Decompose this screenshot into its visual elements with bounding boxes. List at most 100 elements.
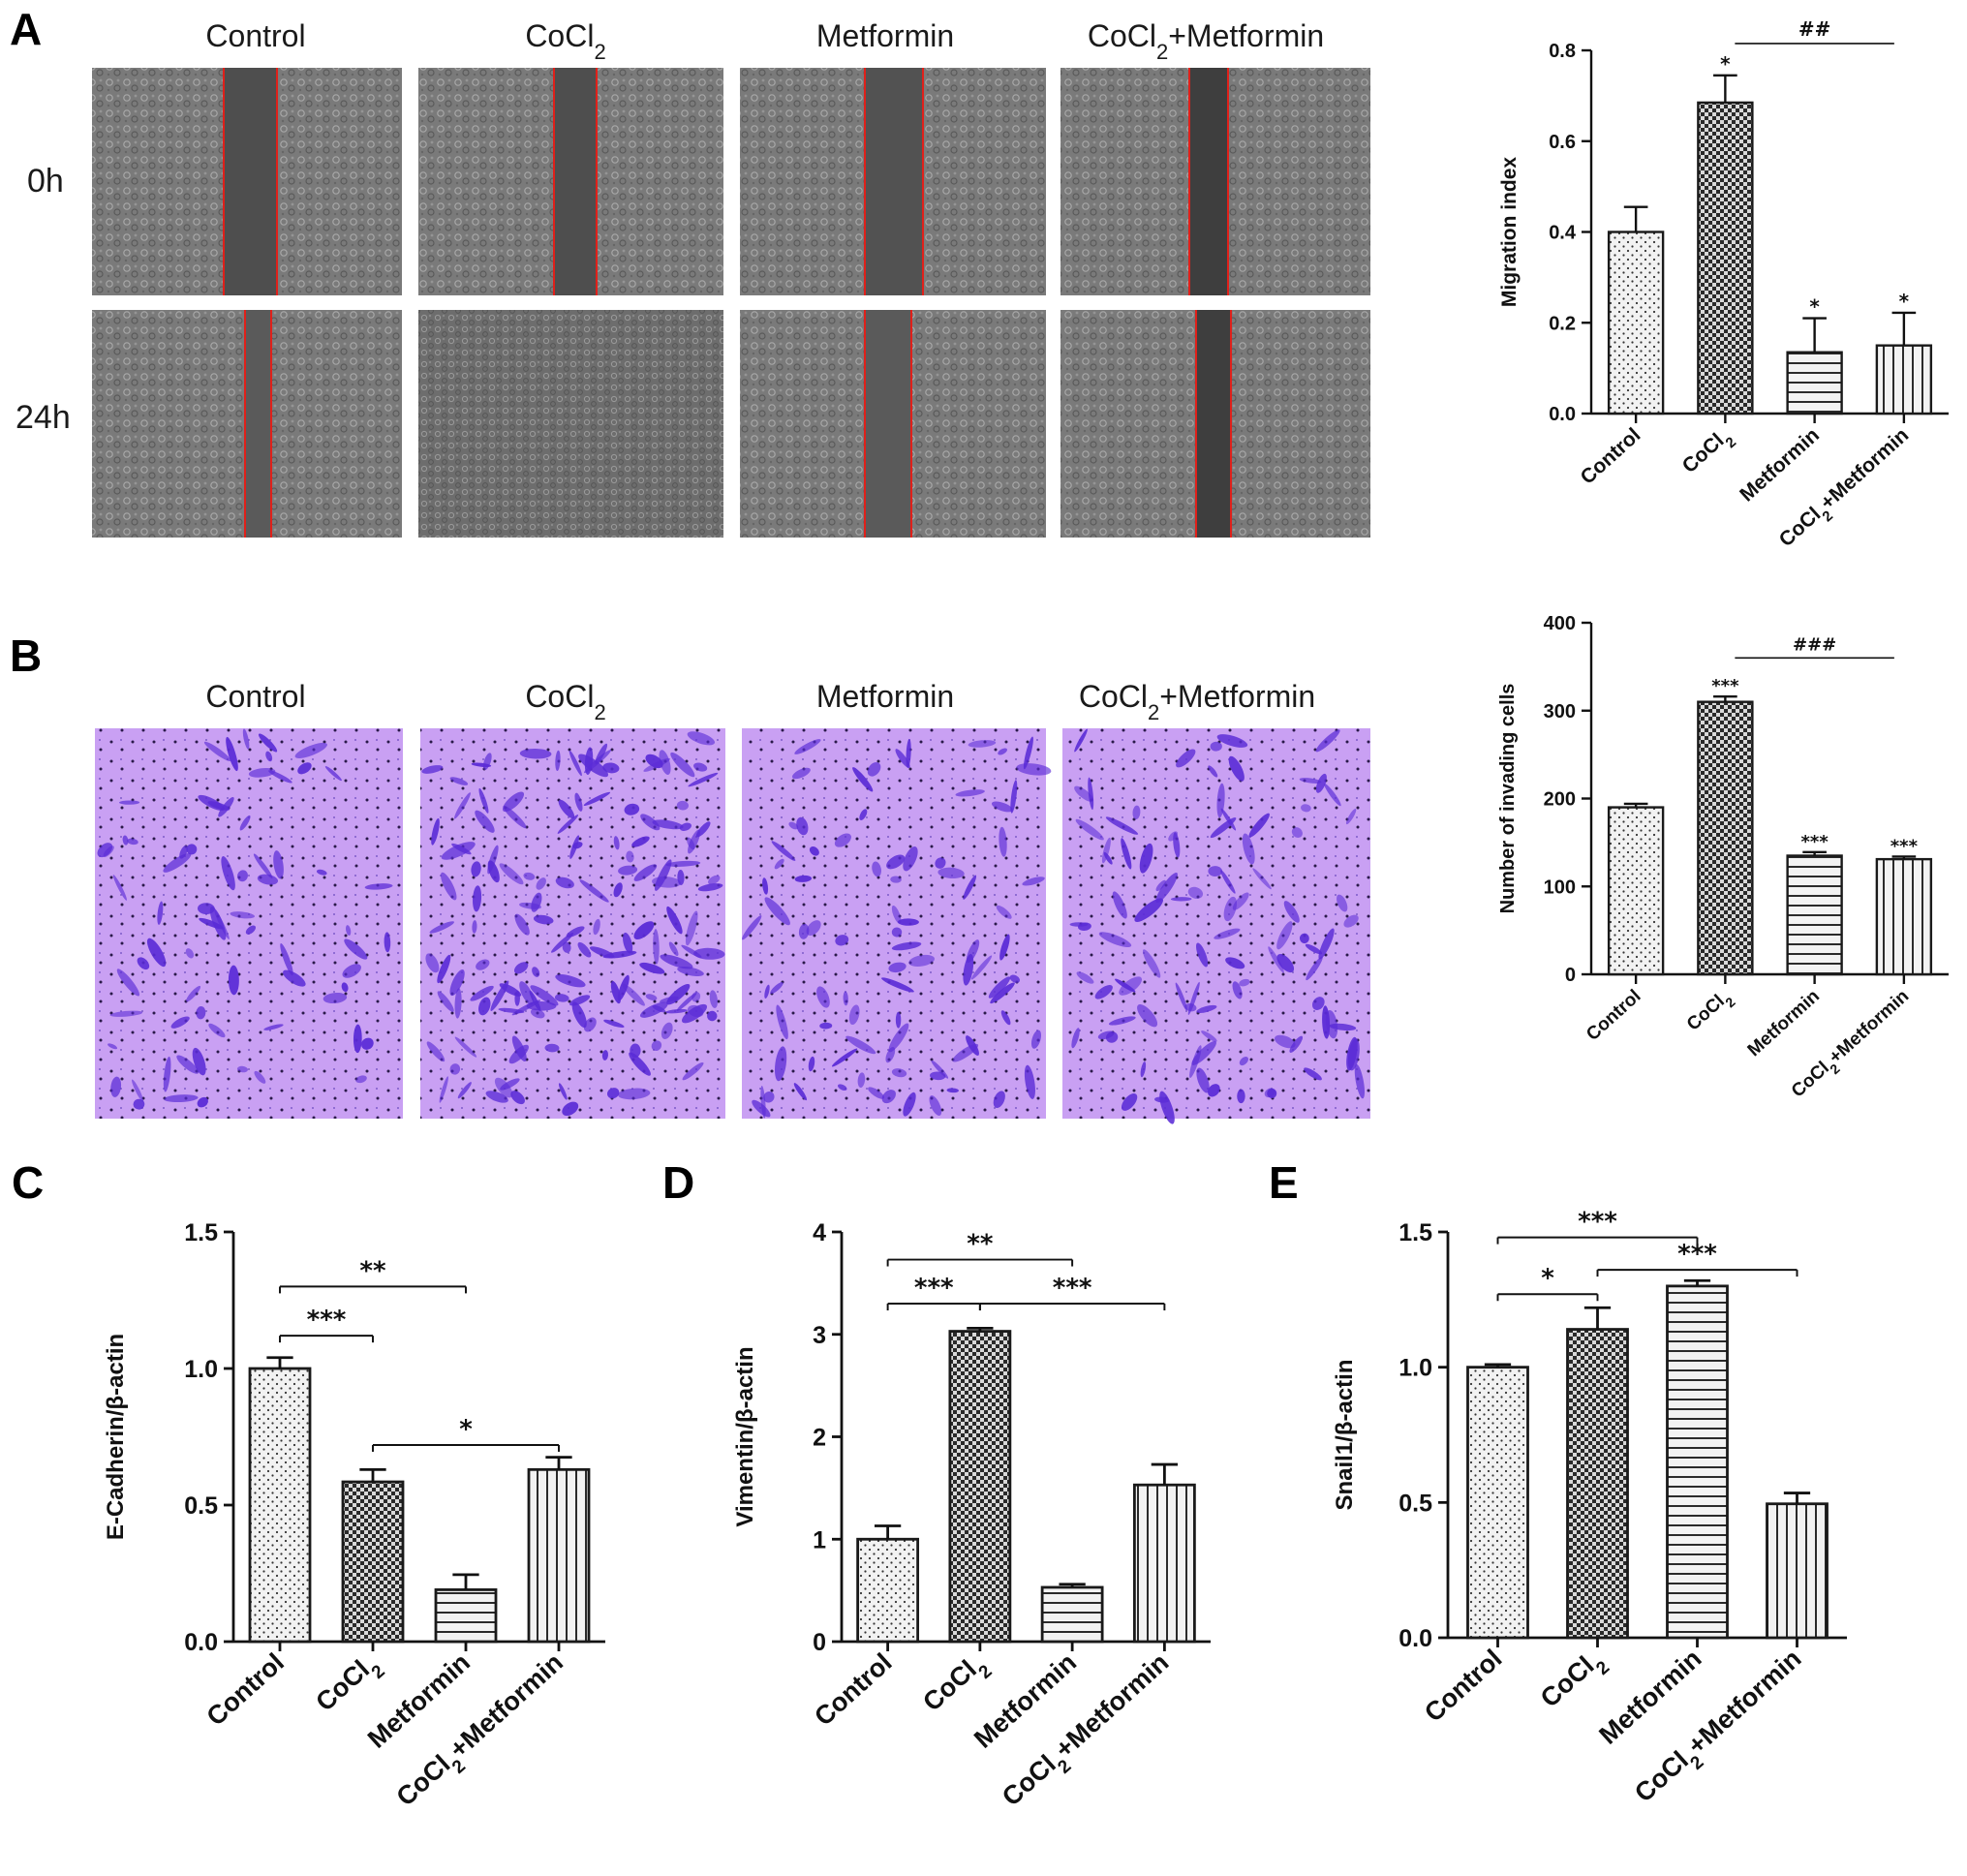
stained-cell [1108, 1016, 1136, 1026]
stained-cell [471, 861, 481, 877]
stained-cell [163, 852, 192, 873]
panel-b-micrographs: Control CoCl2 Metformin CoCl2+Metformin [95, 679, 1370, 1124]
stained-cell [852, 767, 874, 792]
stained-cell [788, 821, 799, 830]
stained-cell [197, 1096, 208, 1108]
stained-cell [263, 1024, 284, 1030]
y-tick-label: 0.0 [1549, 404, 1576, 425]
stained-cell [583, 1017, 597, 1032]
stained-cell [763, 1091, 775, 1103]
stained-cell [1208, 765, 1218, 778]
stained-cell [426, 1041, 446, 1062]
significance-mark: * [1899, 290, 1910, 313]
stained-cell [1276, 921, 1293, 950]
category-label: CoCl2 [917, 1647, 996, 1724]
stained-cell [613, 836, 620, 850]
stained-cell [1075, 818, 1104, 841]
stained-cell [1121, 838, 1132, 870]
y-tick-label: 300 [1544, 701, 1576, 723]
stained-cell [1216, 734, 1248, 748]
stained-cell [1170, 897, 1192, 902]
y-tick-label: 0.8 [1549, 41, 1576, 62]
stained-cell [146, 938, 167, 968]
stained-cell [613, 882, 623, 898]
stained-cell [843, 991, 848, 1006]
stained-cell [530, 1008, 545, 1019]
stained-cell [1094, 985, 1113, 1000]
bar [341, 1480, 405, 1644]
stained-cell [885, 1046, 896, 1063]
y-axis-label: Vimentin/β-actin [732, 1346, 758, 1526]
stained-cell [280, 942, 293, 976]
stained-cell [792, 767, 811, 780]
stained-cell [116, 969, 140, 997]
stained-cell [1119, 976, 1143, 996]
panel-a-title-combo: CoCl2+Metformin [1088, 18, 1324, 64]
stained-cell [1187, 886, 1204, 899]
bar [527, 1467, 591, 1644]
stained-cell [508, 1044, 529, 1064]
stained-cell [1069, 922, 1089, 927]
stained-cell [617, 974, 630, 1001]
stained-cell [1187, 981, 1200, 1015]
stained-cell [1139, 843, 1153, 874]
stained-cell [449, 1063, 461, 1075]
stained-cell [449, 777, 469, 785]
bar [948, 1330, 1012, 1644]
stained-cell [499, 863, 524, 885]
y-tick-label: 0.4 [1549, 223, 1577, 244]
stained-cell [1112, 891, 1127, 919]
stained-cell [1134, 898, 1163, 923]
stained-cell [1304, 1067, 1322, 1081]
stained-cell [1239, 978, 1250, 987]
significance-mark: * [1809, 295, 1820, 319]
stained-cell [361, 1037, 374, 1050]
stained-cell [1142, 949, 1161, 978]
stained-cell [935, 857, 946, 869]
bar [1875, 344, 1933, 415]
stained-cell [1155, 872, 1178, 904]
stained-cell [640, 814, 661, 831]
bar [1786, 351, 1843, 415]
stained-cell [998, 748, 1008, 755]
stained-cell [1208, 1084, 1220, 1097]
stained-cell [968, 740, 997, 748]
stained-cell [1071, 1028, 1080, 1049]
stained-cell [903, 846, 918, 872]
bar [856, 1537, 920, 1644]
transwell-metformin [742, 728, 1052, 1119]
stained-cell [999, 826, 1007, 857]
stained-cell [624, 803, 640, 815]
stained-cell [931, 1060, 949, 1079]
bar [1786, 854, 1843, 976]
stained-cell [437, 991, 454, 1012]
stained-cell [1232, 981, 1243, 1000]
stained-cell [774, 858, 784, 870]
stained-cell [794, 739, 821, 754]
stained-cell [618, 865, 638, 876]
stained-cell [806, 920, 821, 936]
panel-b-title-combo: CoCl2+Metformin [1079, 679, 1315, 724]
stained-cell [97, 843, 113, 858]
stained-cell [670, 752, 695, 778]
stained-cell [1252, 868, 1272, 890]
stained-cell [283, 969, 306, 987]
panel-b-title-control: Control [205, 679, 305, 714]
stained-cell [764, 897, 790, 926]
stained-cell [132, 1079, 144, 1102]
bracket-label: ### [1793, 634, 1836, 655]
stained-cell [770, 982, 784, 995]
stained-cell [654, 859, 672, 891]
stained-cell [1016, 763, 1052, 776]
stained-cell [742, 915, 762, 940]
stained-cell [891, 1068, 907, 1078]
stained-cell [342, 964, 361, 978]
stained-cell [660, 954, 693, 969]
bar [1040, 1585, 1104, 1644]
stained-cell [776, 1004, 788, 1040]
panel-a-row-24h: 24h [15, 399, 71, 436]
stained-cell [384, 932, 391, 953]
stained-cell [1105, 816, 1139, 835]
